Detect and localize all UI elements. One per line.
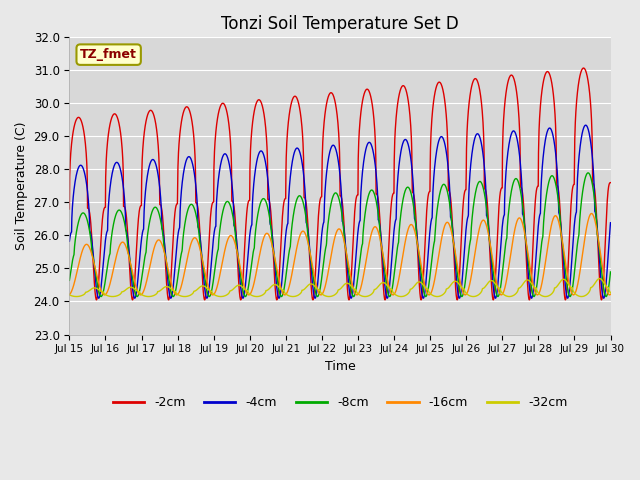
Line: -32cm: -32cm: [69, 278, 611, 297]
-16cm: [588, 211, 595, 216]
-32cm: [314, 287, 322, 292]
Legend: -2cm, -4cm, -8cm, -16cm, -32cm: -2cm, -4cm, -8cm, -16cm, -32cm: [108, 391, 572, 414]
Y-axis label: Soil Temperature (C): Soil Temperature (C): [15, 121, 28, 250]
-16cm: [607, 291, 614, 297]
-8cm: [315, 293, 323, 299]
-4cm: [591, 210, 599, 216]
-32cm: [492, 281, 500, 287]
-2cm: [65, 206, 73, 212]
-2cm: [591, 191, 599, 196]
Line: -16cm: -16cm: [69, 214, 611, 295]
-32cm: [607, 290, 614, 296]
-16cm: [329, 244, 337, 250]
-2cm: [93, 296, 101, 301]
-4cm: [65, 239, 73, 244]
-4cm: [329, 143, 337, 148]
-32cm: [65, 292, 73, 298]
-32cm: [591, 280, 599, 286]
-16cm: [591, 219, 599, 225]
-8cm: [607, 269, 614, 275]
Line: -8cm: -8cm: [69, 173, 611, 297]
-8cm: [584, 170, 592, 176]
Line: -2cm: -2cm: [69, 68, 611, 300]
-8cm: [591, 201, 599, 207]
-4cm: [95, 295, 102, 301]
-4cm: [582, 122, 589, 128]
Line: -4cm: -4cm: [69, 125, 611, 298]
-16cm: [93, 273, 101, 279]
-2cm: [237, 297, 244, 303]
-4cm: [315, 272, 323, 278]
-4cm: [607, 220, 614, 226]
-4cm: [93, 290, 101, 296]
-2cm: [607, 180, 614, 185]
-4cm: [492, 295, 500, 301]
-8cm: [591, 204, 599, 210]
-8cm: [492, 288, 500, 294]
-8cm: [329, 194, 337, 200]
Title: Tonzi Soil Temperature Set D: Tonzi Soil Temperature Set D: [221, 15, 459, 33]
-8cm: [241, 294, 249, 300]
-2cm: [492, 269, 500, 275]
Text: TZ_fmet: TZ_fmet: [80, 48, 137, 61]
-8cm: [93, 279, 101, 285]
-32cm: [469, 294, 477, 300]
X-axis label: Time: Time: [324, 360, 355, 373]
-2cm: [329, 91, 337, 97]
-16cm: [315, 289, 323, 295]
-16cm: [492, 276, 500, 281]
-4cm: [591, 209, 599, 215]
-16cm: [281, 292, 289, 298]
-16cm: [591, 218, 599, 224]
-2cm: [315, 213, 323, 219]
-32cm: [596, 276, 604, 281]
-32cm: [329, 293, 337, 299]
-32cm: [591, 281, 598, 287]
-8cm: [65, 277, 73, 283]
-2cm: [580, 65, 588, 71]
-32cm: [93, 286, 101, 291]
-2cm: [591, 193, 599, 199]
-16cm: [65, 292, 73, 298]
